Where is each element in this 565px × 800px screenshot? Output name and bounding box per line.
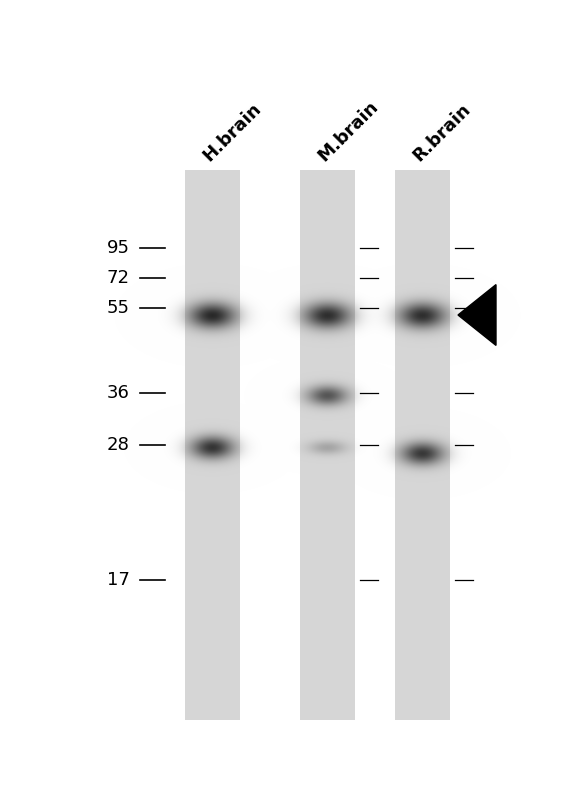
Text: 55: 55 [107,299,130,317]
Text: 72: 72 [107,269,130,287]
Text: R.brain: R.brain [409,100,474,165]
Text: H.brain: H.brain [199,99,264,165]
Text: 95: 95 [107,239,130,257]
Text: 17: 17 [107,571,130,589]
Polygon shape [458,285,496,346]
Text: M.brain: M.brain [314,98,382,165]
Text: 28: 28 [107,436,130,454]
Text: 36: 36 [107,384,130,402]
